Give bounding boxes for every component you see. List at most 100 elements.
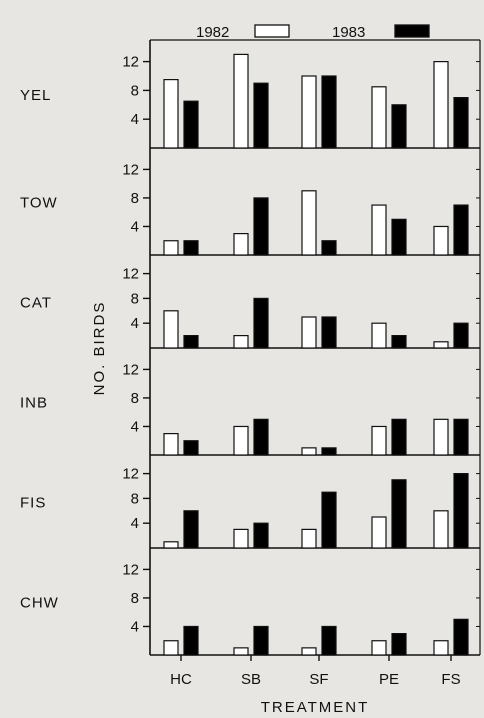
y-tick-label: 4: [131, 618, 139, 635]
bar-yel-hc-1983: [183, 100, 199, 149]
bar-tow-sf-1983: [321, 240, 337, 256]
panel-label: CAT: [20, 295, 52, 312]
y-tick-label: 4: [131, 315, 139, 332]
bar-yel-sb-1982: [233, 53, 249, 149]
bar-fis-sf-1982: [301, 528, 317, 549]
bar-fis-pe-1983: [391, 479, 407, 549]
y-tick-label: 12: [122, 266, 139, 283]
bar-chw-fs-1983: [453, 618, 469, 656]
panel-chw: CHW 4 8 12: [20, 561, 480, 656]
bar-yel-sf-1982: [301, 75, 317, 149]
bar-tow-pe-1982: [371, 204, 387, 256]
legend: 1982 1983: [196, 24, 430, 41]
bar-cat-sb-1982: [233, 335, 249, 349]
bar-inb-hc-1982: [163, 433, 179, 456]
bar-tow-sb-1982: [233, 233, 249, 256]
x-tick-label: SF: [309, 671, 328, 688]
bar-inb-pe-1983: [391, 418, 407, 456]
bar-fis-sb-1982: [233, 528, 249, 549]
bar-cat-sb-1983: [253, 297, 269, 349]
panel-yel: YEL 4 8 12: [20, 39, 480, 149]
y-tick-label: 12: [122, 466, 139, 483]
x-tick-label: FS: [441, 671, 460, 688]
legend-swatch-1982: [254, 24, 290, 38]
panel-label: TOW: [20, 195, 58, 212]
y-tick-label: 8: [131, 490, 139, 507]
bar-tow-sb-1983: [253, 197, 269, 256]
panel-tow: TOW 4 8 12: [20, 161, 480, 256]
bar-yel-fs-1982: [433, 60, 449, 149]
y-tick-label: 12: [122, 561, 139, 578]
bar-chw-sb-1982: [233, 647, 249, 656]
bar-inb-sb-1982: [233, 425, 249, 456]
panel-label: FIS: [20, 495, 46, 512]
bar-yel-fs-1983: [453, 96, 469, 149]
bar-yel-sf-1983: [321, 75, 337, 149]
bar-cat-sf-1983: [321, 316, 337, 349]
y-tick-label: 8: [131, 82, 139, 99]
bar-cat-sf-1982: [301, 316, 317, 349]
bar-fis-fs-1982: [433, 510, 449, 549]
x-tick-label: SB: [241, 671, 261, 688]
y-tick-label: 4: [131, 218, 139, 235]
bar-fis-sf-1983: [321, 491, 337, 549]
legend-swatch-1983: [394, 24, 430, 38]
y-tick-label: 12: [122, 54, 139, 71]
y-tick-label: 8: [131, 190, 139, 207]
panel-label: INB: [20, 395, 48, 412]
bar-yel-sb-1983: [253, 82, 269, 149]
panel-inb: INB 4 8 12: [20, 361, 480, 456]
bar-inb-hc-1983: [183, 440, 199, 456]
bar-tow-pe-1983: [391, 218, 407, 256]
panel-cat: CAT 4 8 12: [20, 266, 480, 349]
bar-chw-sf-1983: [321, 625, 337, 656]
bar-cat-fs-1983: [453, 322, 469, 349]
bar-chw-pe-1982: [371, 640, 387, 656]
bar-inb-fs-1982: [433, 418, 449, 456]
legend-label: 1983: [332, 24, 365, 41]
bar-fis-sb-1983: [253, 522, 269, 549]
bar-chw-sf-1982: [301, 647, 317, 656]
bar-fis-fs-1983: [453, 473, 469, 549]
bar-fis-hc-1983: [183, 510, 199, 549]
panel-label: CHW: [20, 595, 59, 612]
bar-inb-sf-1983: [321, 447, 337, 456]
panel-label: YEL: [20, 87, 51, 104]
bar-cat-pe-1982: [371, 322, 387, 349]
bar-cat-pe-1983: [391, 335, 407, 349]
bar-chw-fs-1982: [433, 640, 449, 656]
bar-fis-pe-1982: [371, 516, 387, 549]
y-tick-label: 12: [122, 161, 139, 178]
bar-tow-fs-1983: [453, 204, 469, 256]
y-tick-label: 4: [131, 111, 139, 128]
y-tick-label: 8: [131, 390, 139, 407]
bar-chw-pe-1983: [391, 632, 407, 656]
bar-inb-fs-1983: [453, 418, 469, 456]
y-tick-label: 4: [131, 418, 139, 435]
panel-fis: FIS 4 8 12: [20, 466, 480, 549]
y-tick-label: 8: [131, 290, 139, 307]
y-tick-label: 4: [131, 515, 139, 532]
bar-inb-pe-1982: [371, 425, 387, 456]
x-axis-title: TREATMENT: [261, 699, 370, 716]
y-tick-label: 8: [131, 590, 139, 607]
bar-chw-sb-1983: [253, 625, 269, 656]
bar-tow-hc-1982: [163, 240, 179, 256]
bar-chw-hc-1982: [163, 640, 179, 656]
bar-tow-hc-1983: [183, 240, 199, 256]
y-tick-label: 12: [122, 361, 139, 378]
bar-inb-sb-1983: [253, 418, 269, 456]
x-tick-label: HC: [170, 671, 192, 688]
bar-cat-fs-1982: [433, 341, 449, 349]
bar-yel-hc-1982: [163, 78, 179, 149]
bar-tow-sf-1982: [301, 190, 317, 256]
chart-layer: YEL 4 8 12 TOW 4 8 12 CAT 4 8 12 INB 4 8 12 FIS 4 8 12 CHW 4 8…: [20, 24, 481, 716]
bar-fis-hc-1982: [163, 541, 179, 549]
bar-chw-hc-1983: [183, 625, 199, 656]
bar-cat-hc-1982: [163, 310, 179, 349]
x-tick-label: PE: [379, 671, 399, 688]
y-axis-title: NO. BIRDS: [91, 301, 108, 396]
bar-yel-pe-1983: [391, 104, 407, 149]
bar-cat-hc-1983: [183, 335, 199, 349]
